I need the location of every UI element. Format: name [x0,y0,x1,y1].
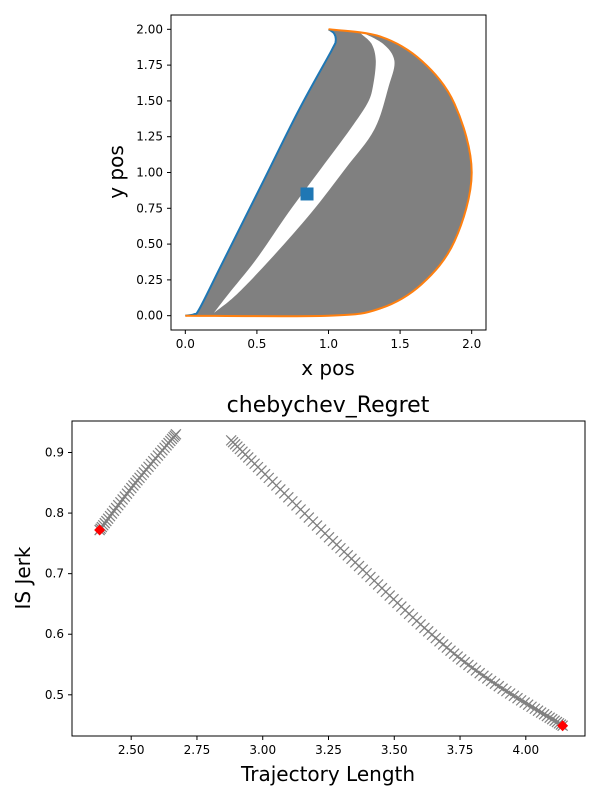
data-point [546,713,558,725]
data-point [532,705,544,717]
x-tick-label: 3.00 [249,743,276,757]
data-point [526,701,537,713]
inner-gap-region [214,32,395,313]
y-tick-label: 0.8 [45,506,64,520]
x-tick-label: 1.0 [319,337,338,351]
square-marker [300,187,314,201]
data-point [538,708,550,720]
regret-scatter-chart: chebychev_Regret 2.50 2.75 3.00 3.25 3.50 3.7… [11,393,586,786]
y-tick-label: 1.00 [136,166,163,180]
x-tick-label: 0.0 [176,337,195,351]
y-tick-label: 0.50 [136,237,163,251]
x-axis-ticks: 0.0 0.5 1.0 1.5 2.0 [176,330,481,351]
data-point [544,712,556,724]
plot-area [185,28,473,318]
data-point [522,699,534,711]
x-tick-label: 2.50 [118,743,145,757]
right-boundary-line [185,28,473,318]
y-tick-label: 0.75 [136,201,163,215]
x-tick-label: 3.50 [381,743,408,757]
highlight-point [557,720,569,732]
data-point [515,694,527,706]
data-point [529,703,541,715]
y-axis-label: y pos [104,145,128,199]
data-point [535,707,547,718]
data-point [170,428,182,440]
trajectory-region-chart: 0.0 0.5 1.0 1.5 2.0 0.00 0.25 0.50 0.75 1.00 1.25… [104,14,487,380]
left-boundary-line [185,28,337,317]
y-tick-label: 0.25 [136,273,163,287]
plot-area [94,428,569,732]
y-axis-ticks: 0.5 0.6 0.7 0.8 0.9 [45,446,72,702]
x-tick-label: 1.5 [391,337,410,351]
chart-title: chebychev_Regret [227,393,430,418]
highlight-point [94,524,106,536]
x-tick-label: 0.5 [247,337,266,351]
y-tick-label: 0.5 [45,688,64,702]
y-tick-label: 0.00 [136,309,163,323]
x-axis-label: x pos [301,356,355,380]
x-tick-label: 3.25 [315,743,342,757]
y-tick-label: 1.25 [136,130,163,144]
x-tick-label: 4.00 [512,743,539,757]
x-tick-label: 2.75 [184,743,211,757]
y-tick-label: 1.50 [136,94,163,108]
x-tick-label: 3.75 [447,743,474,757]
x-axis-label: Trajectory Length [240,762,415,786]
y-axis-label: IS Jerk [11,546,35,609]
y-tick-label: 1.75 [136,58,163,72]
x-axis-ticks: 2.50 2.75 3.00 3.25 3.50 3.75 4.00 [118,736,539,757]
y-tick-label: 0.9 [45,446,64,460]
x-tick-label: 2.0 [462,337,481,351]
y-tick-label: 2.00 [136,22,163,36]
y-tick-label: 0.6 [45,627,64,641]
y-tick-label: 0.7 [45,567,64,581]
data-point [519,697,531,708]
y-axis-ticks: 0.00 0.25 0.50 0.75 1.00 1.25 1.50 1.75 2.00 [136,22,171,323]
data-point [541,710,553,722]
